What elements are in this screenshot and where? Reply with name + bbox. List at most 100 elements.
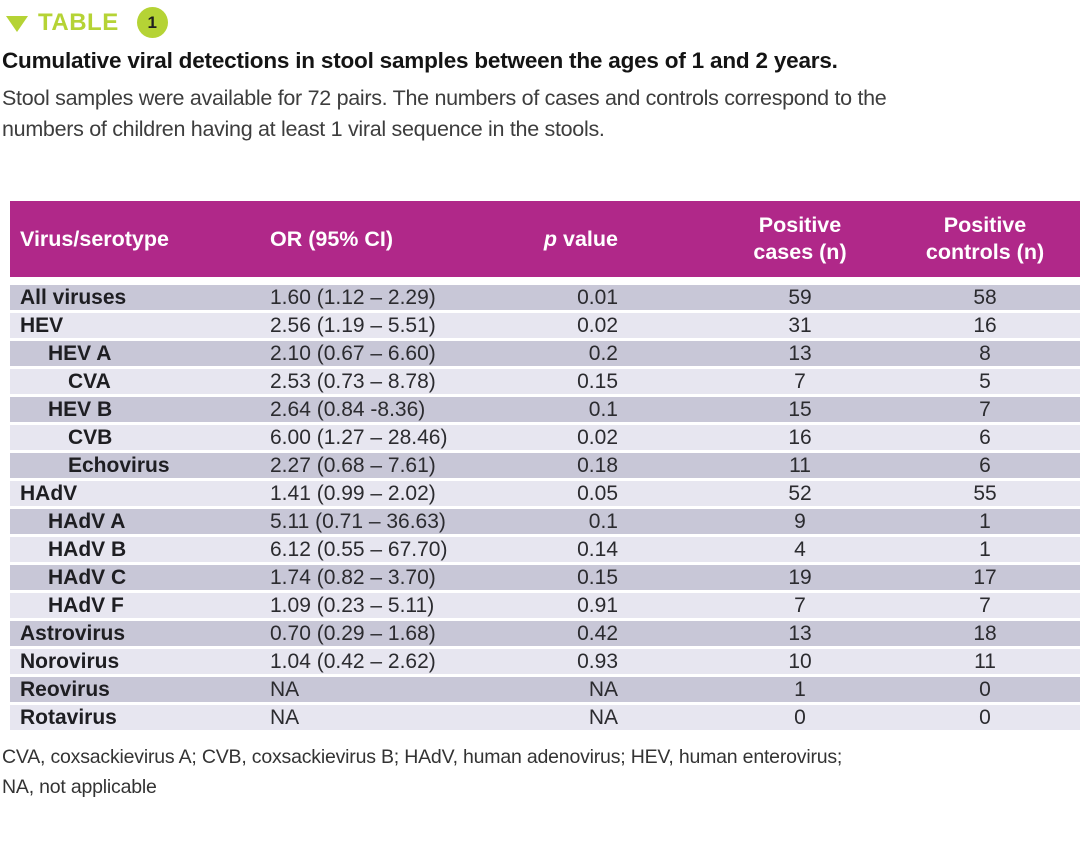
- positive-controls-cell: 1: [915, 537, 1080, 565]
- column-header-positive-cases: Positive cases (n): [630, 201, 915, 285]
- footnote-line-1: CVA, coxsackievirus A; CVB, coxsackievir…: [2, 746, 843, 768]
- p-value-cell: 0.01: [470, 285, 630, 313]
- p-value-cell: 0.1: [470, 397, 630, 425]
- table-row: HEV A 2.10 (0.67 – 6.60) 0.2 13 8: [10, 341, 1080, 369]
- or-ci-cell: 5.11 (0.71 – 36.63): [260, 509, 470, 537]
- virus-name-cell: HEV A: [10, 341, 260, 369]
- positive-controls-cell: 17: [915, 565, 1080, 593]
- positive-controls-cell: 6: [915, 453, 1080, 481]
- table-title: Cumulative viral detections in stool sam…: [2, 48, 838, 73]
- positive-cases-cell: 31: [630, 313, 915, 341]
- virus-name-cell: Norovirus: [10, 649, 260, 677]
- or-ci-cell: 6.12 (0.55 – 67.70): [260, 537, 470, 565]
- positive-controls-cell: 0: [915, 705, 1080, 733]
- virus-name-cell: Echovirus: [10, 453, 260, 481]
- table-label[interactable]: TABLE: [38, 8, 119, 36]
- positive-cases-cell: 4: [630, 537, 915, 565]
- p-value-cell: 0.05: [470, 481, 630, 509]
- table-row: Echovirus 2.27 (0.68 – 7.61) 0.18 11 6: [10, 453, 1080, 481]
- or-ci-cell: NA: [260, 705, 470, 733]
- data-table: Virus/serotype OR (95% CI) p value Posit…: [10, 201, 1080, 733]
- positive-controls-cell: 0: [915, 677, 1080, 705]
- virus-name-cell: CVA: [10, 369, 260, 397]
- p-value-cell: 0.15: [470, 369, 630, 397]
- p-value-cell: 0.02: [470, 313, 630, 341]
- or-ci-cell: 2.27 (0.68 – 7.61): [260, 453, 470, 481]
- positive-controls-cell: 7: [915, 593, 1080, 621]
- p-value-cell: 0.14: [470, 537, 630, 565]
- p-value-cell: 0.1: [470, 509, 630, 537]
- table-row: CVA 2.53 (0.73 – 8.78) 0.15 7 5: [10, 369, 1080, 397]
- table-row: HAdV B 6.12 (0.55 – 67.70) 0.14 4 1: [10, 537, 1080, 565]
- virus-name-cell: Reovirus: [10, 677, 260, 705]
- p-value-cell: 0.42: [470, 621, 630, 649]
- positive-cases-cell: 52: [630, 481, 915, 509]
- p-value-cell: 0.02: [470, 425, 630, 453]
- or-ci-cell: NA: [260, 677, 470, 705]
- virus-name-cell: HAdV A: [10, 509, 260, 537]
- positive-cases-cell: 16: [630, 425, 915, 453]
- table-row: Norovirus 1.04 (0.42 – 2.62) 0.93 10 11: [10, 649, 1080, 677]
- table-row: All viruses 1.60 (1.12 – 2.29) 0.01 59 5…: [10, 285, 1080, 313]
- or-ci-cell: 1.74 (0.82 – 3.70): [260, 565, 470, 593]
- positive-controls-cell: 8: [915, 341, 1080, 369]
- collapse-triangle-icon[interactable]: [6, 15, 28, 32]
- or-ci-cell: 2.10 (0.67 – 6.60): [260, 341, 470, 369]
- table-description: Stool samples were available for 72 pair…: [2, 83, 1090, 145]
- table-row: Astrovirus 0.70 (0.29 – 1.68) 0.42 13 18: [10, 621, 1080, 649]
- table-row: HAdV 1.41 (0.99 – 2.02) 0.05 52 55: [10, 481, 1080, 509]
- table-footnote: CVA, coxsackievirus A; CVB, coxsackievir…: [2, 742, 1090, 802]
- p-value-cell: 0.2: [470, 341, 630, 369]
- p-value-cell: 0.15: [470, 565, 630, 593]
- positive-cases-cell: 7: [630, 369, 915, 397]
- virus-name-cell: HAdV F: [10, 593, 260, 621]
- positive-controls-cell: 58: [915, 285, 1080, 313]
- virus-name-cell: CVB: [10, 425, 260, 453]
- positive-controls-cell: 6: [915, 425, 1080, 453]
- table-disclosure-header[interactable]: TABLE 1: [0, 0, 1090, 38]
- or-ci-cell: 2.56 (1.19 – 5.51): [260, 313, 470, 341]
- p-value-cell: 0.18: [470, 453, 630, 481]
- p-value-cell: 0.93: [470, 649, 630, 677]
- positive-controls-cell: 18: [915, 621, 1080, 649]
- footnote-line-2: NA, not applicable: [2, 776, 157, 798]
- table-row: HEV B 2.64 (0.84 -8.36) 0.1 15 7: [10, 397, 1080, 425]
- table-number-badge: 1: [136, 7, 168, 38]
- positive-controls-cell: 16: [915, 313, 1080, 341]
- positive-cases-cell: 9: [630, 509, 915, 537]
- positive-controls-cell: 11: [915, 649, 1080, 677]
- column-header-p-value: p value: [470, 201, 630, 285]
- table-row: HAdV A 5.11 (0.71 – 36.63) 0.1 9 1: [10, 509, 1080, 537]
- or-ci-cell: 6.00 (1.27 – 28.46): [260, 425, 470, 453]
- or-ci-cell: 2.64 (0.84 -8.36): [260, 397, 470, 425]
- table-row: Reovirus NA NA 1 0: [10, 677, 1080, 705]
- table-row: CVB 6.00 (1.27 – 28.46) 0.02 16 6: [10, 425, 1080, 453]
- virus-name-cell: Rotavirus: [10, 705, 260, 733]
- table-header: Virus/serotype OR (95% CI) p value Posit…: [10, 201, 1080, 285]
- positive-controls-cell: 1: [915, 509, 1080, 537]
- p-value-cell: NA: [470, 677, 630, 705]
- positive-cases-cell: 13: [630, 621, 915, 649]
- table-row: HEV 2.56 (1.19 – 5.51) 0.02 31 16: [10, 313, 1080, 341]
- virus-name-cell: HAdV: [10, 481, 260, 509]
- positive-cases-cell: 1: [630, 677, 915, 705]
- description-line-2: numbers of children having at least 1 vi…: [2, 117, 605, 141]
- positive-controls-cell: 7: [915, 397, 1080, 425]
- positive-cases-cell: 13: [630, 341, 915, 369]
- or-ci-cell: 2.53 (0.73 – 8.78): [260, 369, 470, 397]
- virus-name-cell: HEV: [10, 313, 260, 341]
- positive-controls-cell: 5: [915, 369, 1080, 397]
- table-row: HAdV C 1.74 (0.82 – 3.70) 0.15 19 17: [10, 565, 1080, 593]
- positive-controls-cell: 55: [915, 481, 1080, 509]
- virus-name-cell: HEV B: [10, 397, 260, 425]
- table-body: All viruses 1.60 (1.12 – 2.29) 0.01 59 5…: [10, 285, 1080, 733]
- virus-name-cell: All viruses: [10, 285, 260, 313]
- column-header-or-ci: OR (95% CI): [260, 201, 470, 285]
- p-value-cell: 0.91: [470, 593, 630, 621]
- column-header-virus-serotype: Virus/serotype: [10, 201, 260, 285]
- p-value-cell: NA: [470, 705, 630, 733]
- description-line-1: Stool samples were available for 72 pair…: [2, 86, 887, 110]
- or-ci-cell: 1.09 (0.23 – 5.11): [260, 593, 470, 621]
- column-header-positive-controls: Positive controls (n): [915, 201, 1080, 285]
